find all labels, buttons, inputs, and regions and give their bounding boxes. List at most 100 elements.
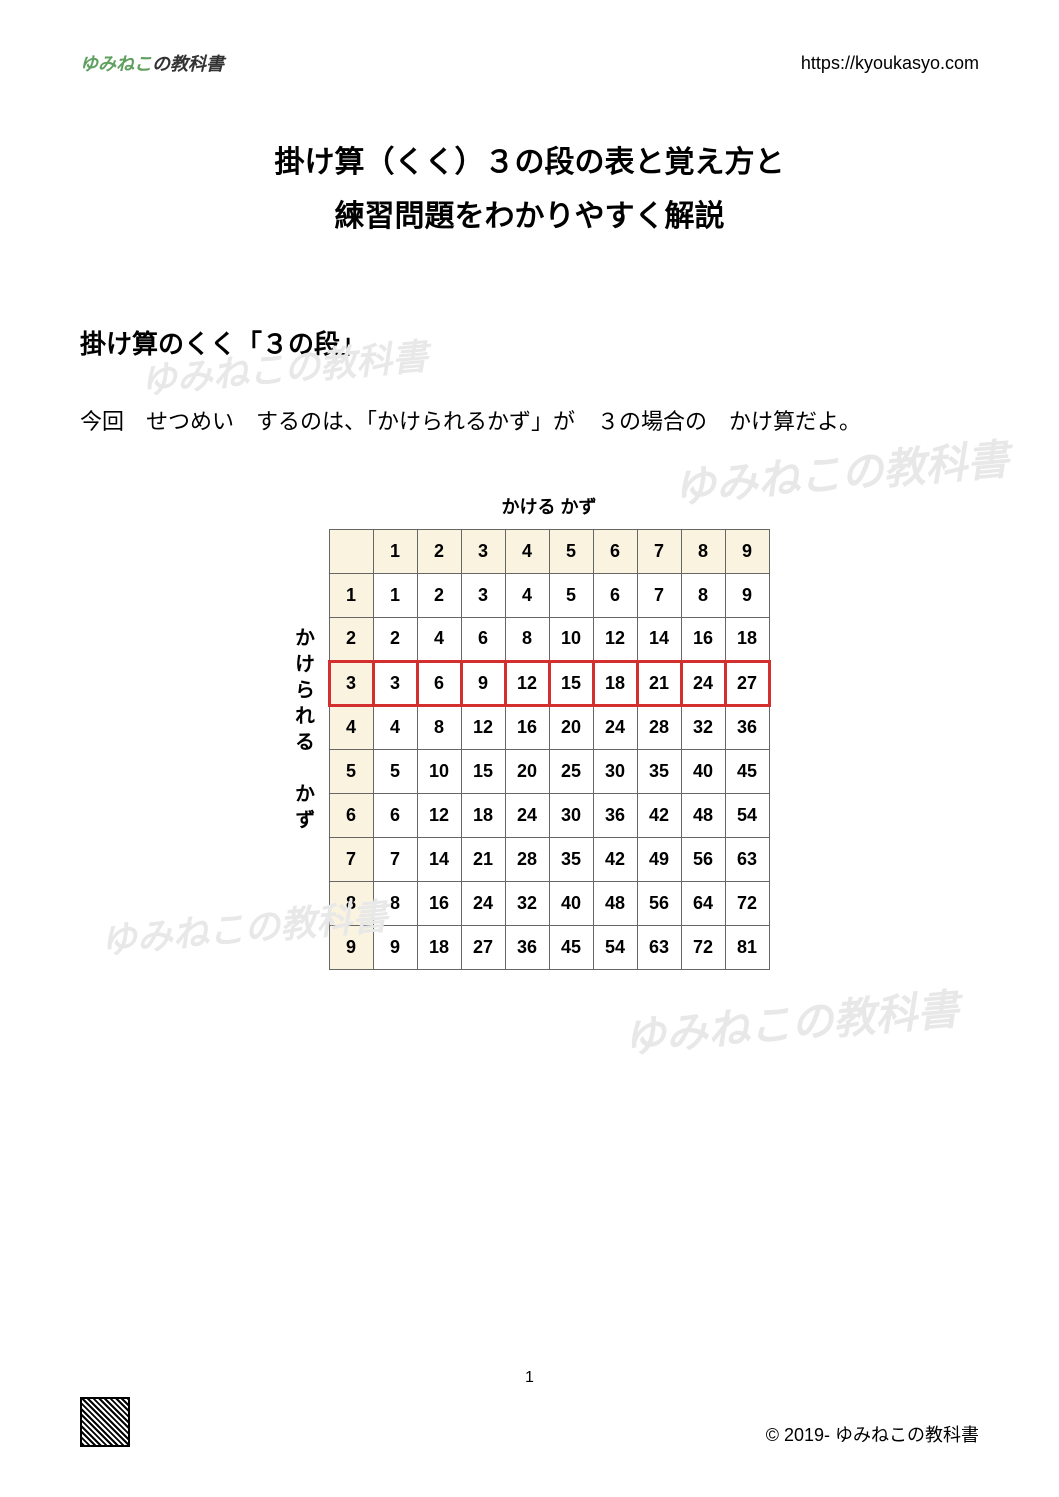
table-cell: 15 — [549, 661, 593, 705]
column-header: 5 — [549, 529, 593, 573]
table-cell: 30 — [549, 793, 593, 837]
table-cell: 24 — [461, 881, 505, 925]
table-cell: 72 — [681, 925, 725, 969]
table-cell: 8 — [373, 881, 417, 925]
table-row: 5 5 10 15 20 25 30 35 40 45 — [329, 749, 769, 793]
table-side-label: かけられる かず — [289, 627, 318, 835]
table-cell: 15 — [461, 749, 505, 793]
table-cell: 32 — [505, 881, 549, 925]
section-title: 掛け算のくく「３の段」 — [80, 324, 979, 361]
page-title: 掛け算（くく）３の段の表と覚え方と 練習問題をわかりやすく解説 — [80, 136, 979, 244]
table-cell: 16 — [681, 617, 725, 661]
table-row-highlighted: 3 3 6 9 12 15 18 21 24 27 — [329, 661, 769, 705]
table-cell: 36 — [593, 793, 637, 837]
table-row: 4 4 8 12 16 20 24 28 32 36 — [329, 705, 769, 749]
table-cell: 6 — [461, 617, 505, 661]
table-cell: 6 — [417, 661, 461, 705]
table-cell: 56 — [681, 837, 725, 881]
table-cell: 18 — [725, 617, 769, 661]
table-cell: 72 — [725, 881, 769, 925]
table-cell: 14 — [637, 617, 681, 661]
table-cell: 42 — [637, 793, 681, 837]
table-cell: 64 — [681, 881, 725, 925]
logo-text-green: ゆみねこ — [80, 54, 152, 74]
table-cell: 9 — [725, 573, 769, 617]
table-cell: 6 — [373, 793, 417, 837]
table-row: 7 7 14 21 28 35 42 49 56 63 — [329, 837, 769, 881]
table-cell: 27 — [461, 925, 505, 969]
table-cell: 20 — [549, 705, 593, 749]
table-cell: 42 — [593, 837, 637, 881]
row-header: 5 — [329, 749, 373, 793]
table-cell: 35 — [549, 837, 593, 881]
row-header: 6 — [329, 793, 373, 837]
table-cell: 24 — [505, 793, 549, 837]
table-cell: 30 — [593, 749, 637, 793]
table-cell: 2 — [373, 617, 417, 661]
column-header: 3 — [461, 529, 505, 573]
table-cell: 24 — [681, 661, 725, 705]
table-cell: 7 — [637, 573, 681, 617]
table-cell: 3 — [461, 573, 505, 617]
table-cell: 81 — [725, 925, 769, 969]
table-cell: 45 — [549, 925, 593, 969]
table-cell: 40 — [549, 881, 593, 925]
page-header: ゆみねこの教科書 https://kyoukasyo.com — [80, 50, 979, 76]
table-cell: 12 — [461, 705, 505, 749]
table-cell: 16 — [505, 705, 549, 749]
table-cell: 5 — [373, 749, 417, 793]
table-cell: 4 — [505, 573, 549, 617]
column-header: 2 — [417, 529, 461, 573]
table-cell: 16 — [417, 881, 461, 925]
table-row: 6 6 12 18 24 30 36 42 48 54 — [329, 793, 769, 837]
table-cell: 54 — [725, 793, 769, 837]
table-cell: 7 — [373, 837, 417, 881]
row-header: 1 — [329, 573, 373, 617]
table-cell: 12 — [505, 661, 549, 705]
table-cell: 28 — [637, 705, 681, 749]
table-cell: 9 — [373, 925, 417, 969]
table-cell: 5 — [549, 573, 593, 617]
table-cell: 8 — [505, 617, 549, 661]
table-cell: 48 — [681, 793, 725, 837]
table-cell: 63 — [725, 837, 769, 881]
row-header: 4 — [329, 705, 373, 749]
page-footer: © 2019- ゆみねこの教科書 — [80, 1397, 979, 1447]
column-header: 7 — [637, 529, 681, 573]
column-header: 8 — [681, 529, 725, 573]
logo: ゆみねこの教科書 — [80, 50, 224, 76]
table-cell: 45 — [725, 749, 769, 793]
multiplication-table: 1 2 3 4 5 6 7 8 9 1 1 2 3 4 5 6 — [328, 529, 771, 970]
table-cell: 2 — [417, 573, 461, 617]
table-header-row: 1 2 3 4 5 6 7 8 9 — [329, 529, 769, 573]
logo-text-black: の教科書 — [152, 54, 224, 74]
table-cell: 1 — [373, 573, 417, 617]
page-number: 1 — [525, 1369, 534, 1387]
table-corner-cell — [329, 529, 373, 573]
qr-code-icon — [80, 1397, 130, 1447]
table-row: 1 1 2 3 4 5 6 7 8 9 — [329, 573, 769, 617]
row-header: 2 — [329, 617, 373, 661]
table-cell: 18 — [461, 793, 505, 837]
table-cell: 10 — [417, 749, 461, 793]
table-cell: 36 — [505, 925, 549, 969]
column-header: 6 — [593, 529, 637, 573]
copyright-text: © 2019- ゆみねこの教科書 — [766, 1421, 979, 1447]
table-cell: 32 — [681, 705, 725, 749]
row-header: 3 — [329, 661, 373, 705]
row-header: 7 — [329, 837, 373, 881]
table-cell: 18 — [417, 925, 461, 969]
table-cell: 12 — [593, 617, 637, 661]
description-text: 今回 せつめい するのは、「かけられるかず」が ３の場合の かけ算だよ。 — [80, 401, 979, 443]
table-cell: 40 — [681, 749, 725, 793]
table-cell: 36 — [725, 705, 769, 749]
table-cell: 21 — [637, 661, 681, 705]
table-cell: 25 — [549, 749, 593, 793]
table-cell: 10 — [549, 617, 593, 661]
table-cell: 4 — [417, 617, 461, 661]
table-cell: 63 — [637, 925, 681, 969]
table-cell: 3 — [373, 661, 417, 705]
table-cell: 14 — [417, 837, 461, 881]
row-header: 8 — [329, 881, 373, 925]
table-cell: 8 — [681, 573, 725, 617]
